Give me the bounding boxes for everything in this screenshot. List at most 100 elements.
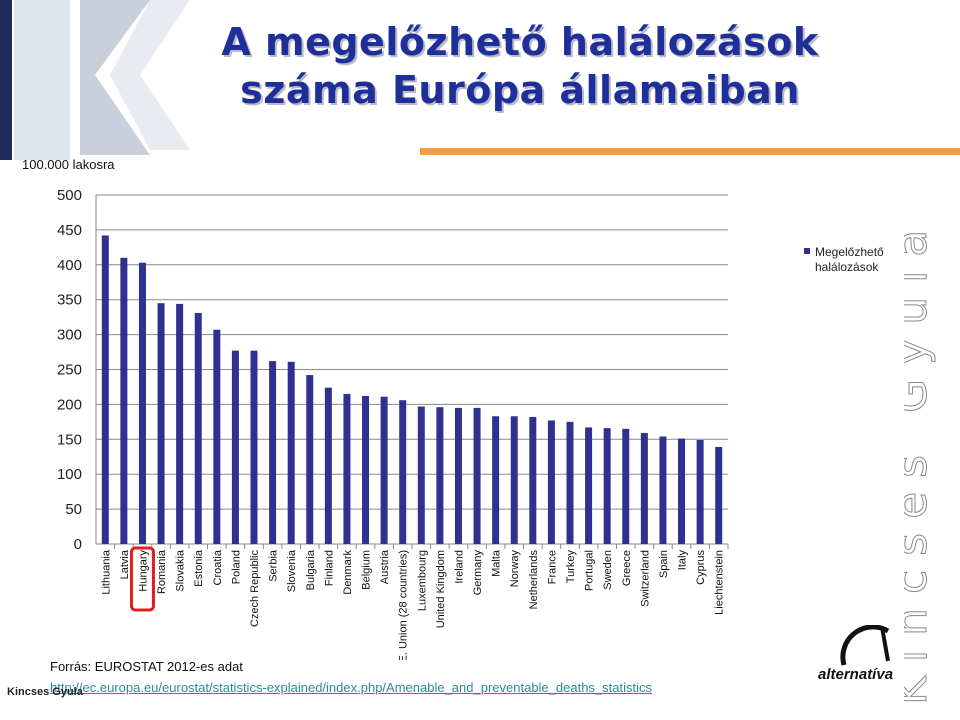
bar-liechtenstein (715, 446, 723, 544)
x-tick-label-slovenia: Slovenia (286, 549, 298, 592)
x-tick-label-czech-republic: Czech Republic (249, 550, 261, 628)
decorative-logo-shapes (0, 0, 190, 160)
light-chevron (110, 0, 190, 150)
bar-united-kingdom (436, 407, 444, 544)
bar-bulgaria (306, 375, 314, 544)
bar-croatia (213, 329, 221, 544)
bar-netherlands (529, 416, 537, 544)
x-tick-label-poland: Poland (230, 550, 242, 584)
x-tick-label-croatia: Croatia (212, 549, 224, 585)
x-tick-label-turkey: Turkey (565, 550, 577, 584)
bar-denmark (343, 393, 351, 544)
bar-romania (157, 303, 165, 544)
source-text: Forrás: EUROSTAT 2012-es adat (50, 659, 243, 674)
y-tick-label-250: 250 (57, 362, 82, 379)
bar-luxembourg (417, 406, 425, 544)
bar-chart: 0 50 100 150 200 250 300 350 400 450 500 Lithuania L… (57, 187, 884, 660)
grid-layer (95, 194, 729, 549)
bar-latvia (120, 257, 128, 544)
slide-title-line-1: A megelőzhető halálozások (221, 20, 819, 64)
labels-layer: 0 50 100 150 200 250 300 350 400 450 500 Lithuania L… (57, 187, 726, 660)
y-tick-label-300: 300 (57, 327, 82, 344)
legend-label: Megelőzhető halálozások (815, 245, 884, 274)
bar-slovakia (176, 303, 184, 544)
x-tick-label-sweden: Sweden (602, 550, 614, 590)
bar-sweden (603, 428, 611, 544)
x-tick-label-austria: Austria (379, 549, 391, 584)
vertical-name-text: Kincses Gyula (904, 216, 937, 705)
bar-italy (678, 438, 686, 544)
vertical-name-watermark: Kincses Gyula (904, 215, 938, 705)
bar-lithuania (101, 235, 109, 544)
x-tick-label-lithuania: Lithuania (100, 549, 112, 595)
x-tick-label-slovakia: Slovakia (175, 549, 187, 591)
bars-layer (101, 235, 723, 544)
bar-finland (324, 387, 332, 544)
x-tick-label-italy: Italy (677, 550, 689, 571)
bar-czech-republic (250, 350, 258, 544)
y-tick-label-100: 100 (57, 466, 82, 483)
bar-hungary (138, 262, 146, 544)
slide-title-line-2: száma Európa államaiban (240, 68, 800, 112)
x-tick-label-france: France (546, 550, 558, 584)
bar-belgium (362, 396, 370, 544)
x-tick-label-bulgaria: Bulgaria (305, 549, 317, 590)
y-tick-label-500: 500 (57, 187, 82, 204)
orange-rule (420, 148, 960, 155)
bar-austria (380, 396, 388, 544)
x-tick-label-netherlands: Netherlands (528, 550, 540, 610)
x-tick-label-belgium: Belgium (361, 550, 373, 590)
x-tick-label-e-union-28-countries-: E. Union (28 countries) (398, 550, 410, 660)
bar-turkey (566, 421, 574, 544)
unit-label: 100.000 lakosra (22, 157, 115, 172)
x-tick-label-portugal: Portugal (584, 550, 596, 591)
x-tick-label-latvia: Latvia (119, 549, 131, 579)
x-tick-label-finland: Finland (323, 550, 335, 586)
highlight-box-hungary (129, 546, 155, 612)
x-tick-label-spain: Spain (658, 550, 670, 578)
bar-malta (492, 416, 500, 544)
grey-block (14, 0, 70, 160)
bar-cyprus (696, 439, 704, 544)
bar-germany (473, 407, 481, 544)
bar-france (547, 420, 555, 544)
x-tick-label-norway: Norway (509, 550, 521, 588)
bar-serbia (269, 361, 277, 544)
bar-ireland (454, 407, 462, 544)
bar-estonia (194, 312, 202, 544)
bar-e-union-28-countries- (399, 400, 407, 544)
grey-chevron (80, 0, 150, 155)
y-tick-label-450: 450 (57, 222, 82, 239)
bar-switzerland (640, 433, 648, 544)
source-link[interactable]: http://ec.europa.eu/eurostat/statistics-… (50, 680, 652, 695)
x-tick-label-liechtenstein: Liechtenstein (714, 550, 726, 615)
x-tick-label-cyprus: Cyprus (695, 550, 707, 585)
x-tick-label-malta: Malta (491, 549, 503, 577)
bar-slovenia (287, 361, 295, 544)
legend-layer: Megelőzhető halálozások (804, 245, 884, 274)
logo-text: alternatíva (818, 666, 894, 683)
bar-portugal (585, 427, 593, 544)
y-tick-label-350: 350 (57, 292, 82, 309)
x-tick-label-romania: Romania (156, 549, 168, 594)
x-tick-label-greece: Greece (621, 550, 633, 586)
y-tick-label-50: 50 (65, 501, 82, 518)
bar-poland (231, 350, 239, 544)
x-tick-label-ireland: Ireland (453, 550, 465, 584)
x-tick-label-serbia: Serbia (268, 549, 280, 582)
y-tick-label-200: 200 (57, 396, 82, 413)
dark-stripe (0, 0, 12, 160)
x-tick-label-denmark: Denmark (342, 550, 354, 595)
x-tick-label-hungary: Hungary (137, 550, 149, 592)
y-tick-label-0: 0 (74, 536, 82, 553)
bar-greece (622, 428, 630, 544)
x-tick-label-germany: Germany (472, 550, 484, 596)
alternativa-logo-icon (840, 625, 890, 666)
legend-swatch (804, 248, 810, 254)
x-tick-label-united-kingdom: United Kingdom (435, 550, 447, 628)
bar-norway (510, 416, 518, 544)
x-tick-label-estonia: Estonia (193, 549, 205, 587)
x-tick-label-luxembourg: Luxembourg (416, 550, 428, 611)
bar-spain (659, 436, 667, 544)
